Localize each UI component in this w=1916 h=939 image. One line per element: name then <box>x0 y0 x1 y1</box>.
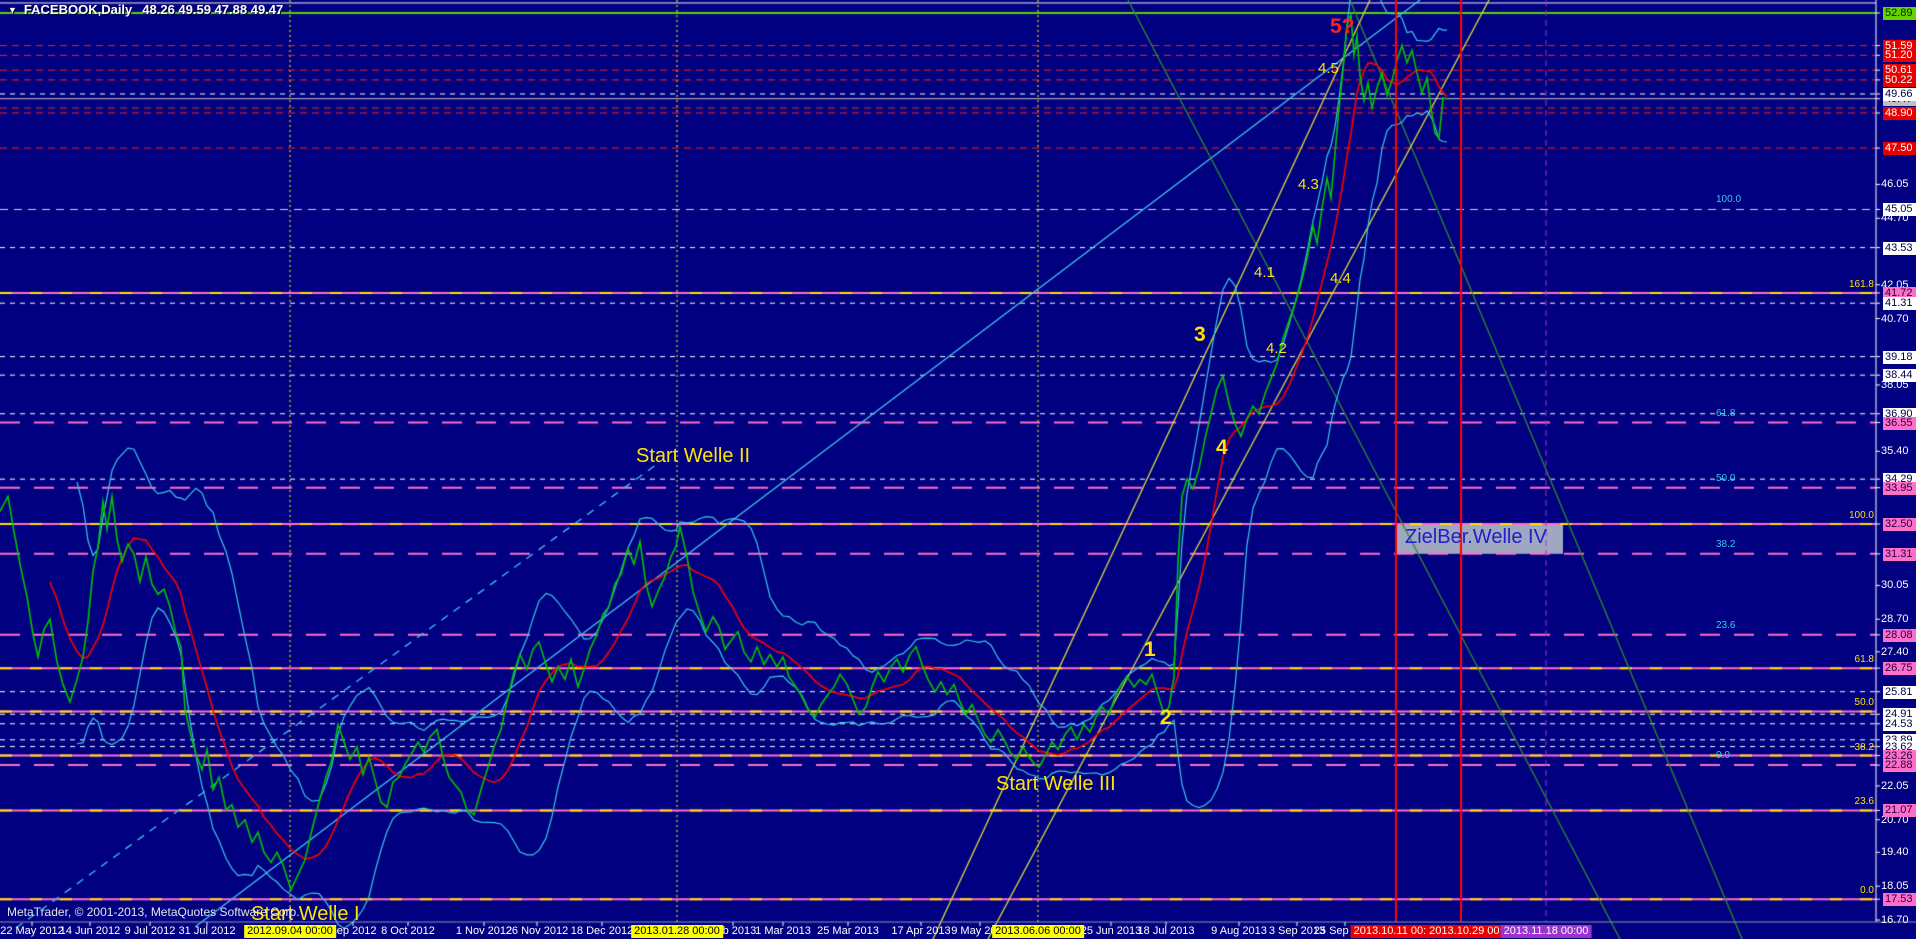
wave-annotation: 4.2 <box>1266 340 1287 357</box>
price-level-badge-pink: 22.88 <box>1883 759 1916 773</box>
wave-annotation: 5? <box>1330 15 1355 38</box>
price-level-badge-pink: 32.50 <box>1883 518 1916 532</box>
fib-level-label-cyan: 50.0 <box>1716 472 1736 484</box>
fib-level-label-cyan: 0.0 <box>1716 750 1730 762</box>
time-axis-tick: 1 Nov 2012 <box>455 925 513 937</box>
price-level-badge-pink: 28.08 <box>1883 628 1916 642</box>
price-level-badge-pink: 41.72 <box>1883 286 1916 300</box>
price-level-badge-white: 49.66 <box>1883 87 1916 101</box>
wave-annotation: 3 <box>1194 323 1206 346</box>
price-level-badge-red: 50.22 <box>1883 73 1916 87</box>
price-level-badge-white: 38.44 <box>1883 369 1916 383</box>
wave-annotation: 2 <box>1160 706 1172 729</box>
copyright-label: MetaTrader, © 2001-2013, MetaQuotes Soft… <box>7 905 300 919</box>
highlighted-date-badge-yellow: 2012.09.04 00:00 <box>244 925 336 938</box>
fib-level-label-cyan: 38.2 <box>1716 538 1736 550</box>
price-axis-tick: 30.05 <box>1881 579 1909 592</box>
price-level-badge-white: 41.31 <box>1883 297 1916 311</box>
price-level-badge-white: 43.53 <box>1883 241 1916 255</box>
time-axis-tick: 17 Apr 2013 <box>891 925 951 937</box>
price-axis-tick: 19.40 <box>1881 846 1909 859</box>
fib-level-label-yellow: 50.0 <box>1854 697 1874 709</box>
fib-level-label-cyan: 23.6 <box>1716 619 1736 631</box>
price-axis-tick: 27.40 <box>1881 645 1909 658</box>
price-level-badge-white: 39.18 <box>1883 350 1916 364</box>
price-level-badge-pink: 26.75 <box>1883 662 1916 676</box>
price-level-badge-white: 25.81 <box>1883 685 1916 699</box>
fib-level-label-yellow: 0.0 <box>1860 885 1874 897</box>
price-axis-tick: 22.05 <box>1881 779 1909 792</box>
price-axis-tick: 40.70 <box>1881 312 1909 325</box>
wave-annotation: 1 <box>1144 638 1156 661</box>
fib-level-label-cyan: 61.8 <box>1716 407 1736 419</box>
fib-level-label-yellow: 38.2 <box>1854 741 1874 753</box>
time-axis-tick: 25 Jun 2013 <box>1080 925 1142 937</box>
price-axis-tick: 16.70 <box>1881 914 1909 926</box>
time-axis-tick: Sep 2012 <box>329 925 377 937</box>
fib-level-label-cyan: 100.0 <box>1716 194 1742 206</box>
time-axis-tick: 8 Oct 2012 <box>381 925 435 937</box>
price-level-badge-white: 45.05 <box>1883 203 1916 217</box>
highlighted-date-badge-yellow: 2013.01.28 00:00 <box>631 925 723 938</box>
price-level-badge-red: 48.90 <box>1883 106 1916 120</box>
price-level-badge-red: 47.50 <box>1883 142 1916 156</box>
chart-symbol-period: FACEBOOK,Daily <box>23 2 133 17</box>
time-axis-tick: 14 Jun 2012 <box>59 925 121 937</box>
highlighted-date-badge-yellow: 2013.06.06 00:00 <box>992 925 1084 938</box>
fib-level-label-yellow: 61.8 <box>1854 654 1874 666</box>
highlighted-date-badge-violet: 2013.11.18 00:00 <box>1500 925 1592 938</box>
wave-annotation: 4.1 <box>1254 264 1275 281</box>
wave-annotation: Start Welle III <box>996 773 1116 795</box>
price-level-badge-pink: 17.53 <box>1883 893 1916 907</box>
price-level-badge-red: 50.61 <box>1883 64 1916 78</box>
price-level-badge-pink: 21.07 <box>1883 804 1916 818</box>
wave-annotation: 4.3 <box>1298 176 1319 193</box>
time-axis-tick: 9 Jul 2012 <box>124 925 176 937</box>
price-axis-tick: 18.05 <box>1881 880 1909 893</box>
chart-ohlc-values: 48.26 49.59 47.88 49.47 <box>142 2 284 17</box>
time-axis-tick: 26 Nov 2012 <box>505 925 569 937</box>
fib-level-label-yellow: 161.8 <box>1848 278 1874 290</box>
time-axis-tick: 18 Dec 2012 <box>570 925 634 937</box>
wave-annotation: 4.5 <box>1318 60 1339 77</box>
price-level-badge-white: 24.53 <box>1883 717 1916 731</box>
highlighted-date-badge-red: 2013.10.11 00:00 <box>1350 925 1442 938</box>
wave-annotation: Start Welle I <box>251 903 360 925</box>
price-level-badge-pink: 33.95 <box>1883 481 1916 495</box>
chart-menu-arrow-icon[interactable]: ▼ <box>8 5 17 15</box>
price-axis-tick: 46.05 <box>1881 178 1909 191</box>
time-axis-tick: 25 Mar 2013 <box>817 925 879 937</box>
price-level-badge-pink: 31.31 <box>1883 547 1916 561</box>
price-axis-tick: 35.40 <box>1881 445 1909 458</box>
time-axis-tick: 1 Mar 2013 <box>755 925 811 937</box>
time-axis-tick: 3 Sep 2013 <box>1268 925 1326 937</box>
target-zone-label: ZielBer.Welle IV <box>1405 526 1547 549</box>
highlighted-date-badge-red: 2013.10.29 00:00 <box>1426 925 1518 938</box>
fib-level-label-yellow: 100.0 <box>1848 510 1874 522</box>
time-axis-tick: 31 Jul 2012 <box>178 925 236 937</box>
time-axis-tick: 22 May 2012 <box>0 925 64 937</box>
wave-annotation: 4.4 <box>1330 270 1351 287</box>
wave-annotation: Start Welle II <box>636 445 751 467</box>
price-level-badge-green: 52.89 <box>1883 7 1916 20</box>
price-level-badge-pink: 36.55 <box>1883 416 1916 430</box>
chart-title-bar: ▼ FACEBOOK,Daily 48.26 49.59 47.88 49.47 <box>8 2 283 17</box>
time-axis-tick: 9 Aug 2013 <box>1211 925 1267 937</box>
price-axis-tick: 28.70 <box>1881 613 1909 626</box>
time-axis-tick: 18 Jul 2013 <box>1137 925 1195 937</box>
wave-annotation: 4 <box>1216 436 1228 459</box>
price-level-badge-red: 51.20 <box>1883 49 1916 63</box>
fib-level-label-yellow: 23.6 <box>1854 796 1874 808</box>
price-level-badge-red: 51.59 <box>1883 39 1916 53</box>
